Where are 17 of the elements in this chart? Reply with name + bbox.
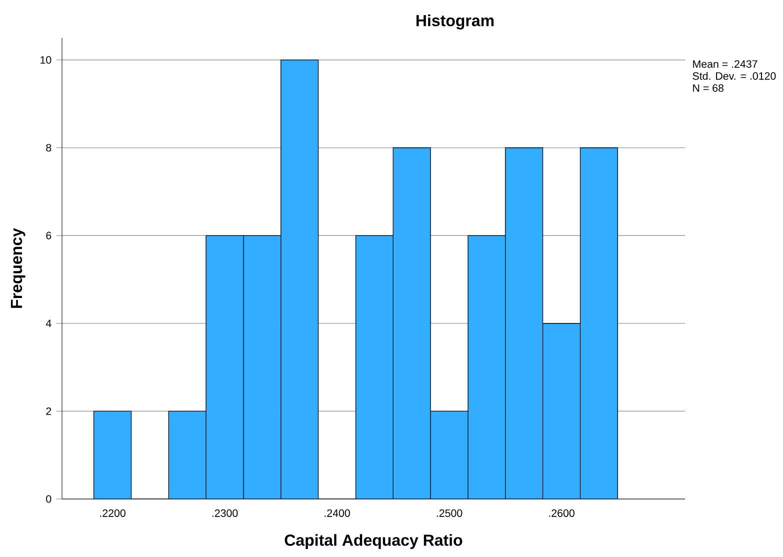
y-tick-label: 8: [46, 144, 52, 152]
x-tick-label: .2300: [212, 509, 238, 517]
y-tick-label: 0: [46, 495, 52, 503]
y-tick-label: 2: [46, 407, 52, 415]
chart-title: Histogram: [416, 14, 494, 30]
text: Mean = .2437: [693, 60, 758, 68]
text: N = 68: [693, 84, 724, 92]
y-tick-label: 6: [46, 232, 52, 240]
x-tick-label: .2500: [436, 509, 462, 517]
text: Std. Dev. = .0120: [692, 72, 776, 80]
x-tick-label: .2400: [324, 509, 350, 517]
x-tick-label: .2600: [549, 509, 574, 517]
x-tick-label: .2200: [100, 509, 126, 517]
y-tick-label: 10: [40, 56, 52, 64]
y-tick-label: 4: [46, 320, 52, 328]
x-axis-title: Capital Adequacy Ratio: [284, 534, 462, 550]
y-axis-title: Frequency: [10, 228, 26, 308]
